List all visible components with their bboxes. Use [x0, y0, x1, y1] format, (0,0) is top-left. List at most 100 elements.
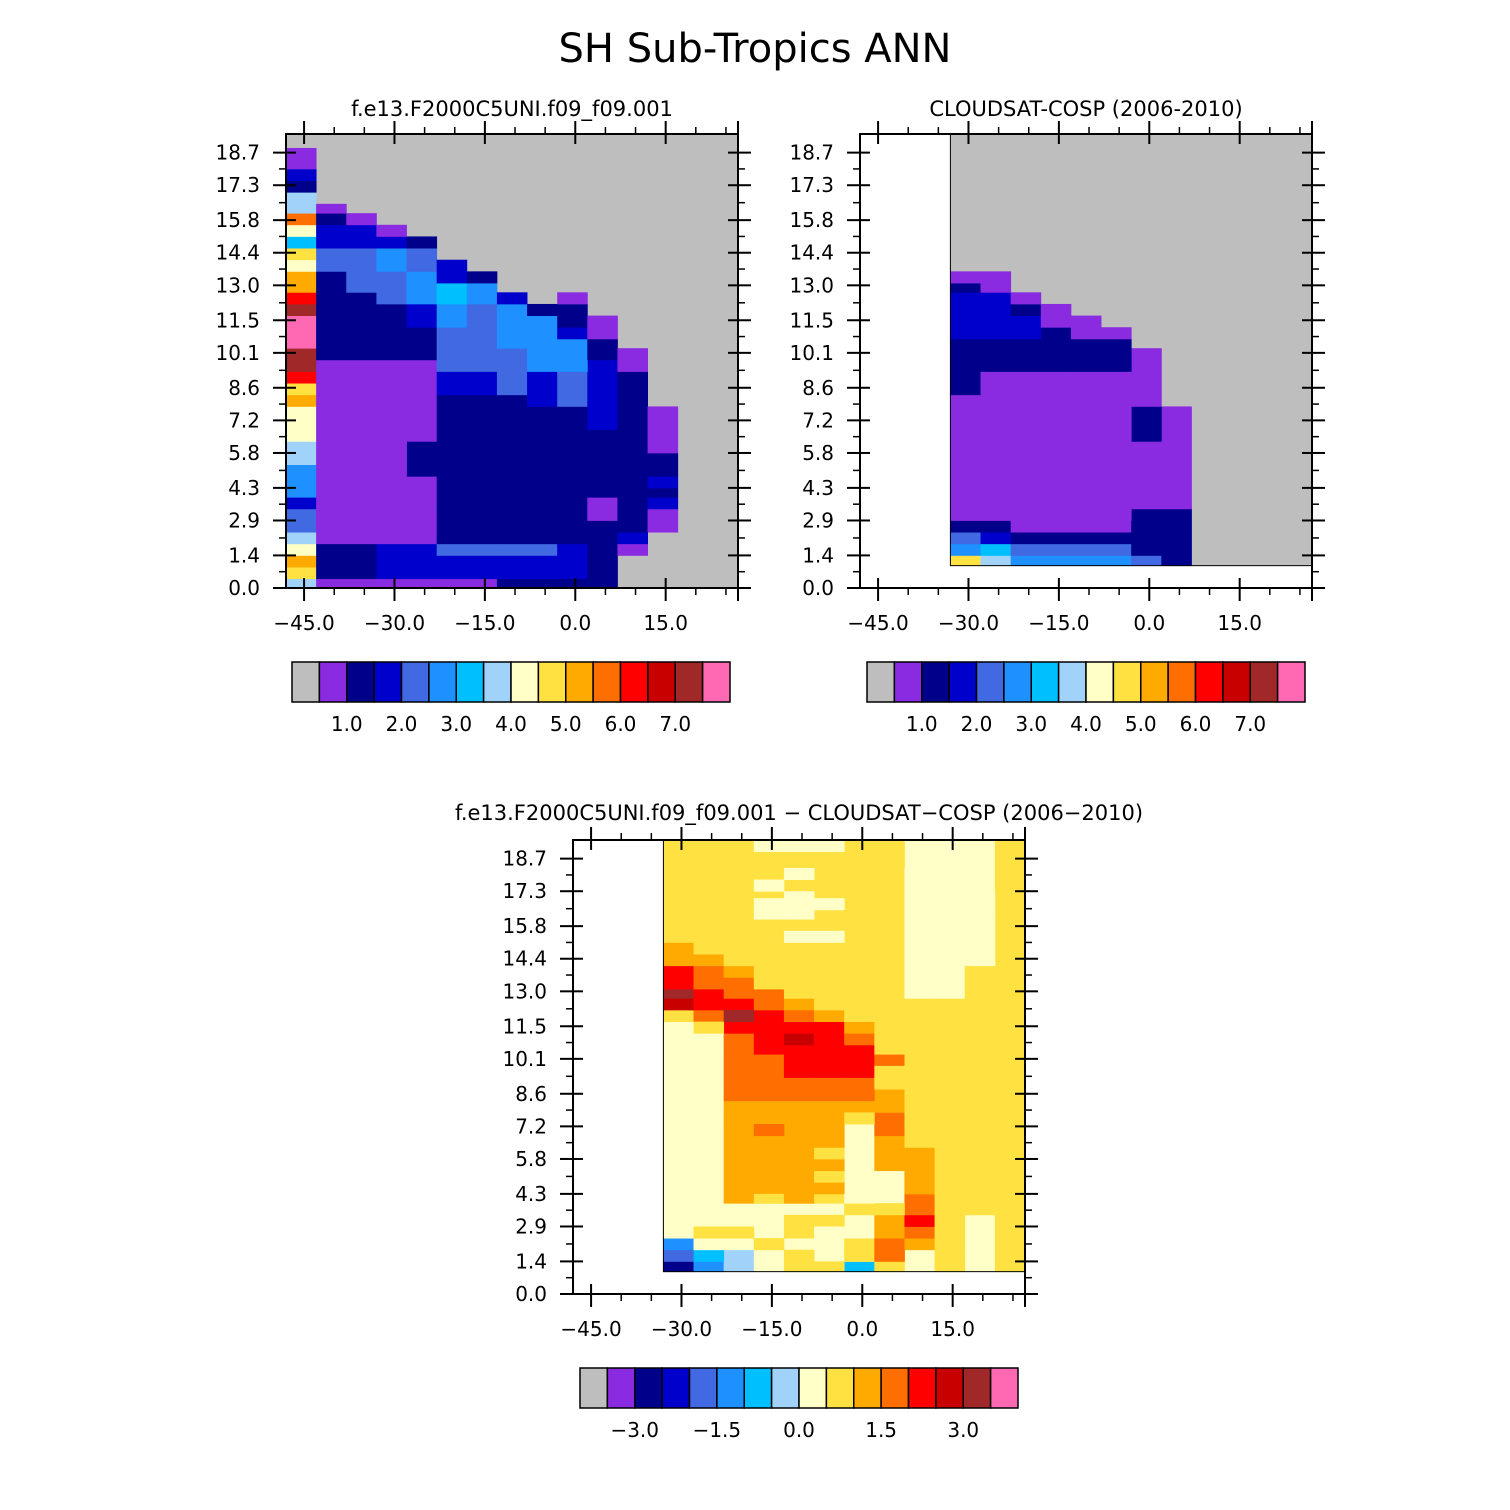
- heatmap-cell: [663, 965, 694, 978]
- heatmap-cell: [844, 1238, 875, 1251]
- heatmap-cell: [844, 1214, 875, 1239]
- heatmap-cell: [587, 359, 618, 407]
- heatmap-cell: [663, 1112, 694, 1239]
- heatmap-cell: [814, 1261, 845, 1273]
- heatmap-cell: [934, 879, 966, 892]
- y-tick-label: 14.4: [215, 241, 260, 265]
- heatmap-cell: [663, 1249, 694, 1262]
- heatmap-cell: [1101, 327, 1132, 340]
- heatmap-cell: [753, 1249, 785, 1273]
- heatmap-cell: [904, 1214, 935, 1227]
- figure-title: SH Sub-Tropics ANN: [559, 26, 952, 72]
- plot-frame: [572, 839, 1026, 1295]
- heatmap-cell: [693, 1021, 725, 1034]
- heatmap-cell: [663, 977, 694, 990]
- y-tick-label: 5.8: [228, 441, 260, 465]
- heatmap-cell: [874, 1112, 905, 1137]
- heatmap-cell: [693, 1033, 725, 1055]
- panel-obs: CLOUDSAT-COSP (2006-2010) −45.0 −30.0 −15.0…: [789, 97, 1325, 736]
- heatmap-cell: [617, 429, 648, 533]
- heatmap-cell: [783, 1124, 815, 1148]
- heatmap-cell: [693, 840, 725, 955]
- x-tick-label: 0.0: [846, 1317, 878, 1341]
- heatmap-cell: [286, 532, 317, 545]
- colorbar-label: 3.0: [1015, 712, 1047, 736]
- heatmap-cell: [346, 497, 377, 510]
- heatmap-cell: [376, 224, 407, 237]
- heatmap-cell: [950, 271, 1012, 284]
- heatmap-cell: [617, 543, 648, 556]
- heatmap-cell: [964, 1214, 996, 1273]
- y-tick-label: 8.6: [228, 376, 260, 400]
- heatmap-cell: [753, 898, 785, 920]
- heatmap-cell: [286, 394, 317, 407]
- heatmap-cell: [1010, 292, 1042, 305]
- x-tick-label: −45.0: [560, 1317, 621, 1341]
- heatmap-cell: [557, 520, 618, 545]
- heatmap-cell: [693, 1261, 725, 1273]
- colorbar-label: 5.0: [1125, 712, 1157, 736]
- heatmap-cell: [904, 867, 935, 880]
- y-tick-label: 7.2: [802, 408, 834, 432]
- heatmap-cell: [376, 303, 407, 328]
- heatmap-cell: [496, 348, 528, 396]
- heatmap-cell: [316, 508, 377, 545]
- y-tick-label: 10.1: [215, 341, 260, 365]
- heatmap-cell: [753, 840, 785, 853]
- y-tick-label: 5.8: [515, 1147, 547, 1171]
- heatmap-cell: [874, 840, 905, 1055]
- heatmap-cell: [286, 259, 317, 272]
- heatmap-cell: [647, 508, 679, 533]
- heatmap-cell: [844, 1033, 875, 1046]
- heatmap-cell: [723, 977, 755, 990]
- colorbar-swatch: [619, 661, 649, 703]
- colorbar: −3.0 −1.5 0.0 1.5 3.0: [579, 1367, 1019, 1442]
- heatmap-cell: [964, 891, 996, 920]
- heatmap-cell: [844, 1203, 875, 1216]
- y-tick-label: 10.1: [789, 341, 834, 365]
- heatmap-cell: [753, 998, 785, 1011]
- heatmap-cell: [814, 1044, 845, 1078]
- heatmap-cell: [844, 1100, 875, 1113]
- y-tick-label: 7.2: [228, 408, 260, 432]
- heatmap-cell: [376, 578, 438, 589]
- colorbar-swatch: [825, 1367, 855, 1409]
- heatmap-cell: [557, 543, 588, 580]
- heatmap-cell: [693, 1249, 725, 1262]
- heatmap-cell: [753, 879, 785, 892]
- heatmap-cell: [844, 1193, 875, 1204]
- heatmap-cell: [814, 1009, 845, 1022]
- heatmap-cell: [663, 840, 694, 943]
- heatmap-cells: [286, 147, 679, 589]
- heatmap-cell: [376, 359, 438, 407]
- heatmap-cell: [950, 359, 981, 396]
- heatmap-cell: [406, 271, 438, 305]
- colorbar-swatch: [1276, 661, 1306, 703]
- heatmap-cell: [753, 1238, 785, 1251]
- colorbar-label: 6.0: [1180, 712, 1212, 736]
- heatmap-cell: [1131, 532, 1162, 545]
- heatmap-cell: [934, 1249, 966, 1273]
- heatmap-cell: [753, 1033, 785, 1055]
- plot-frame: [859, 133, 1313, 589]
- heatmap-cell: [753, 1009, 785, 1034]
- y-tick-label: 2.9: [228, 508, 260, 532]
- heatmap-cell: [647, 476, 679, 489]
- heatmap-cell: [753, 1077, 785, 1102]
- x-tick-label: 15.0: [1217, 611, 1262, 635]
- colorbar-swatch: [579, 1367, 609, 1409]
- heatmap-cell: [994, 840, 1026, 1273]
- colorbar-swatch: [935, 1367, 964, 1409]
- heatmap-cell: [647, 406, 679, 454]
- heatmap-cell: [693, 954, 725, 967]
- colorbar-label: 7.0: [659, 712, 691, 736]
- heatmap-cell: [950, 441, 1162, 510]
- colorbar-swatch: [866, 661, 896, 703]
- heatmap-cell: [723, 1033, 755, 1055]
- heatmap-cell: [723, 840, 755, 967]
- heatmap-cell: [950, 338, 1042, 361]
- heatmap-cell: [286, 508, 317, 533]
- heatmap-cell: [723, 965, 755, 978]
- colorbar-swatch: [1140, 661, 1169, 703]
- heatmap-cell: [557, 327, 588, 340]
